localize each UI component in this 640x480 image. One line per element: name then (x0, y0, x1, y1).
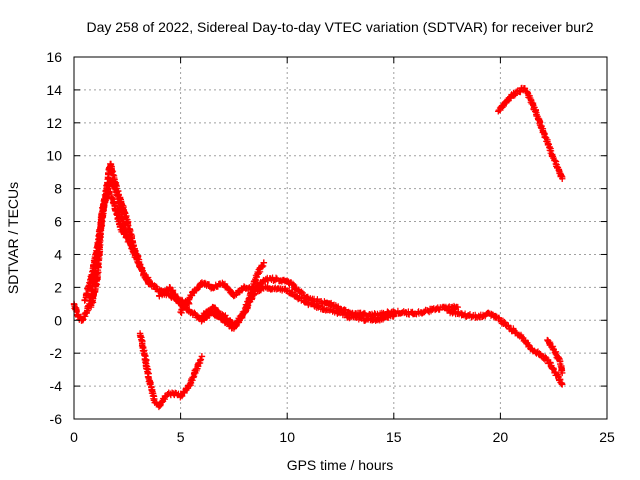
y-tick-label: 8 (54, 181, 62, 197)
y-tick-label: 14 (46, 82, 62, 98)
y-tick-label: -6 (50, 411, 63, 427)
axis-ticks: 0 5 10 15 20 25 -6 -4 -2 0 2 4 6 8 10 12 14 16 (46, 49, 615, 445)
series-sat-j (495, 84, 566, 182)
data-points (70, 84, 566, 411)
x-tick-label: 5 (177, 429, 185, 445)
series-trail (88, 185, 137, 309)
y-tick-label: -4 (50, 378, 63, 394)
x-tick-label: 0 (70, 429, 78, 445)
y-tick-label: -2 (50, 345, 63, 361)
series-trail (544, 337, 566, 375)
series-sat-d (136, 330, 206, 411)
y-tick-label: 2 (54, 279, 62, 295)
series-sat-c (87, 185, 137, 311)
x-tick-label: 20 (493, 429, 509, 445)
y-tick-label: 4 (54, 246, 62, 262)
series-sat-f (177, 274, 461, 320)
y-axis-label: SDTVAR / TECUs (5, 182, 21, 294)
series-trail (178, 274, 460, 320)
y-tick-label: 6 (54, 214, 62, 230)
series-trail (136, 332, 206, 411)
plot-frame (73, 56, 608, 420)
x-axis-label: GPS time / hours (287, 457, 394, 473)
series-trail (81, 160, 152, 303)
series-trail (445, 306, 566, 388)
y-tick-label: 10 (46, 148, 62, 164)
series-sat-h (443, 306, 566, 388)
y-tick-label: 16 (46, 49, 62, 65)
x-tick-label: 10 (279, 429, 295, 445)
chart-title: Day 258 of 2022, Sidereal Day-to-day VTE… (86, 19, 593, 35)
y-tick-label: 0 (54, 312, 62, 328)
grid (74, 57, 607, 419)
series-trail (199, 283, 397, 329)
x-tick-label: 25 (599, 429, 615, 445)
x-tick-label: 15 (386, 429, 402, 445)
series-trail (495, 84, 566, 181)
series-sat-i (544, 336, 566, 377)
series-sat-g (198, 283, 397, 329)
series-sat-b (81, 160, 152, 304)
y-tick-label: 12 (46, 115, 62, 131)
